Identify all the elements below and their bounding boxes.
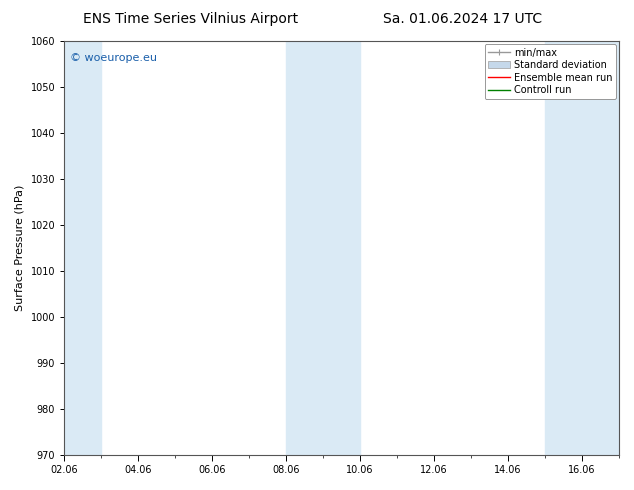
Text: Sa. 01.06.2024 17 UTC: Sa. 01.06.2024 17 UTC bbox=[384, 12, 542, 26]
Y-axis label: Surface Pressure (hPa): Surface Pressure (hPa) bbox=[15, 185, 25, 311]
Bar bbox=[286, 41, 360, 455]
Text: © woeurope.eu: © woeurope.eu bbox=[70, 53, 157, 64]
Bar bbox=[64, 41, 101, 455]
Bar bbox=[545, 41, 619, 455]
Legend: min/max, Standard deviation, Ensemble mean run, Controll run: min/max, Standard deviation, Ensemble me… bbox=[484, 44, 616, 99]
Text: ENS Time Series Vilnius Airport: ENS Time Series Vilnius Airport bbox=[82, 12, 298, 26]
